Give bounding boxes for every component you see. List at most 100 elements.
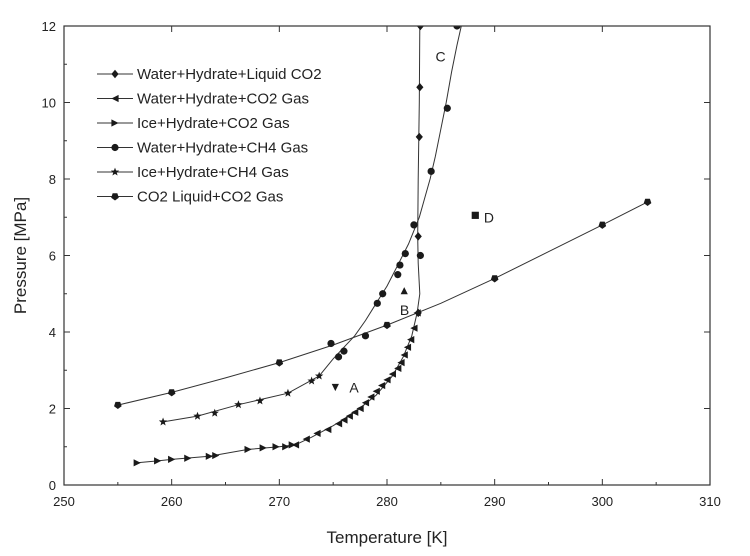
y-tick-label: 0 (49, 478, 56, 493)
data-point (282, 443, 290, 451)
series-2 (291, 309, 421, 449)
series-4 (327, 26, 461, 361)
data-point (598, 221, 607, 229)
data-point (302, 435, 310, 443)
data-point (643, 198, 652, 206)
data-point (275, 359, 284, 367)
data-point (383, 376, 391, 384)
data-point (114, 401, 122, 410)
phase-curve-3 (137, 26, 421, 464)
data-point (407, 336, 415, 344)
data-point (416, 251, 424, 260)
data-point (394, 364, 402, 372)
data-point (361, 399, 370, 407)
data-point (414, 232, 422, 241)
x-axis-title: Temperature [K] (327, 528, 448, 547)
data-point (205, 452, 213, 460)
y-tick-label: 8 (49, 172, 56, 187)
data-point (168, 455, 176, 463)
data-point (372, 387, 380, 395)
data-point (288, 441, 296, 449)
data-point (356, 404, 364, 413)
legend-marker (111, 119, 119, 127)
plot-marks (114, 26, 652, 467)
annotations: A B C D (331, 49, 494, 395)
data-point (383, 321, 391, 330)
data-point (400, 351, 408, 359)
x-tick-label: 250 (53, 494, 75, 509)
y-tick-label: 6 (49, 249, 56, 264)
x-tick-label: 310 (699, 494, 721, 509)
x-tick-label: 300 (591, 494, 613, 509)
data-point (490, 275, 499, 283)
legend-marker (111, 143, 119, 152)
data-point (416, 83, 424, 92)
data-point (283, 388, 293, 397)
series-3 (133, 441, 296, 467)
data-point (427, 167, 435, 175)
y-tick-label: 12 (42, 19, 56, 34)
y-tick-label: 2 (49, 402, 56, 417)
data-point (396, 261, 404, 269)
legend-label: Water+Hydrate+CO2 Gas (137, 91, 309, 108)
x-tick-label: 280 (376, 494, 398, 509)
legend-marker (111, 69, 119, 79)
data-point (327, 339, 335, 348)
annotation-marker-b (400, 287, 408, 295)
data-point (324, 425, 332, 434)
data-point (340, 347, 348, 355)
x-tick-label: 260 (161, 494, 183, 509)
axes-layer: 250 260 270 280 290 300 310 0 2 4 6 8 10 12 (42, 19, 721, 509)
series-6 (114, 198, 652, 410)
data-point (340, 416, 348, 424)
data-point (410, 324, 418, 332)
data-point (212, 451, 220, 460)
data-point (379, 290, 387, 298)
legend-label: Water+Hydrate+CH4 Gas (137, 140, 308, 157)
data-point (394, 271, 402, 279)
data-point (378, 381, 386, 390)
data-point (403, 343, 412, 351)
data-point (413, 309, 421, 317)
phase-curve-2 (163, 26, 462, 423)
data-point (453, 26, 461, 30)
legend-marker (111, 94, 119, 103)
data-point (334, 353, 343, 361)
legend-label: Ice+Hydrate+CO2 Gas (137, 115, 290, 132)
annotation-marker-d (471, 211, 479, 219)
data-point (416, 26, 424, 31)
data-point (334, 420, 343, 428)
legend-label: CO2 Liquid+CO2 Gas (137, 189, 283, 206)
legend: Water+Hydrate+Liquid CO2 Water+Hydrate+CO… (97, 66, 322, 206)
data-point (234, 400, 243, 409)
annotation-label-c: C (435, 49, 445, 65)
data-point (373, 299, 381, 307)
x-tick-label: 290 (484, 494, 506, 509)
data-point (443, 104, 451, 112)
data-point (388, 370, 396, 378)
data-point (361, 332, 370, 340)
annotation-label-d: D (484, 209, 494, 225)
series-5 (158, 371, 324, 426)
data-point (415, 132, 423, 142)
y-tick-label: 4 (49, 325, 56, 340)
annotation-label-a: A (349, 379, 359, 395)
data-point (184, 454, 192, 462)
data-point (307, 376, 316, 385)
data-point (158, 417, 168, 426)
annotation-label-b: B (400, 302, 409, 318)
data-point (193, 411, 202, 420)
data-point (401, 249, 409, 258)
data-point (259, 444, 267, 452)
data-point (210, 408, 219, 417)
data-point (345, 412, 353, 420)
data-point (244, 445, 252, 454)
data-point (313, 429, 321, 437)
y-axis-title: Pressure [MPa] (11, 197, 30, 314)
data-point (314, 371, 324, 380)
data-point (367, 393, 375, 401)
data-point (167, 389, 176, 397)
legend-label: Water+Hydrate+Liquid CO2 (137, 66, 322, 83)
